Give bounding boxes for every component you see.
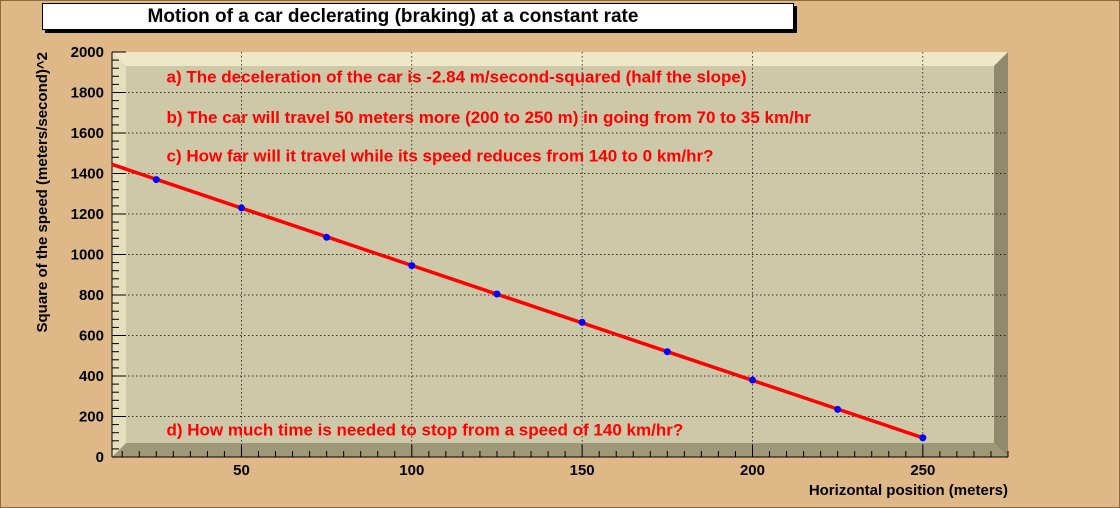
axes: 50 100 150 200 250 0 200 400 600 800 1000 1200 1400 1… [71, 44, 1009, 479]
data-point [663, 348, 671, 356]
fit-line [111, 162, 924, 440]
data-point [919, 434, 927, 442]
data-point [748, 376, 756, 384]
data-layer [111, 162, 927, 442]
x-tick-label: 200 [740, 462, 765, 479]
y-tick-label: 0 [96, 449, 104, 466]
title-box: Motion of a car declerating (braking) at… [42, 3, 794, 30]
data-point [152, 176, 160, 184]
y-tick-label: 200 [79, 409, 104, 426]
annotation-c: c) How far will it travel while its spee… [167, 146, 714, 165]
frame-bevel-bottom [112, 443, 1008, 457]
annotation-b: b) The car will travel 50 meters more (2… [167, 108, 812, 127]
data-point [493, 290, 501, 298]
x-tick-label: 250 [910, 462, 935, 479]
data-point [323, 233, 331, 241]
y-tick-label: 800 [79, 287, 104, 304]
y-tick-label: 1200 [71, 206, 104, 223]
x-tick-label: 100 [399, 462, 424, 479]
y-tick-label: 1800 [71, 85, 104, 102]
y-tick-label: 2000 [71, 44, 104, 61]
y-tick-label: 600 [79, 328, 104, 345]
grid [112, 52, 1008, 457]
data-point [834, 405, 842, 413]
annotation-a: a) The deceleration of the car is -2.84 … [167, 67, 747, 86]
chart-title: Motion of a car declerating (braking) at… [147, 6, 639, 27]
y-axis-title: Square of the speed (meters/second)^2 [34, 52, 51, 333]
y-tick-label: 1400 [71, 166, 104, 183]
data-point [578, 318, 586, 326]
y-tick-label: 400 [79, 368, 104, 385]
annotations: a) The deceleration of the car is -2.84 … [167, 67, 812, 439]
frame-bevel-top [112, 52, 1008, 66]
data-point [408, 262, 416, 270]
annotation-d: d) How much time is needed to stop from … [167, 421, 684, 440]
x-tick-label: 150 [570, 462, 595, 479]
x-tick-label: 50 [233, 462, 250, 479]
y-tick-label: 1000 [71, 247, 104, 264]
x-axis-title: Horizontal position (meters) [809, 482, 1008, 499]
y-tick-label: 1600 [71, 125, 104, 142]
data-point [237, 204, 245, 212]
